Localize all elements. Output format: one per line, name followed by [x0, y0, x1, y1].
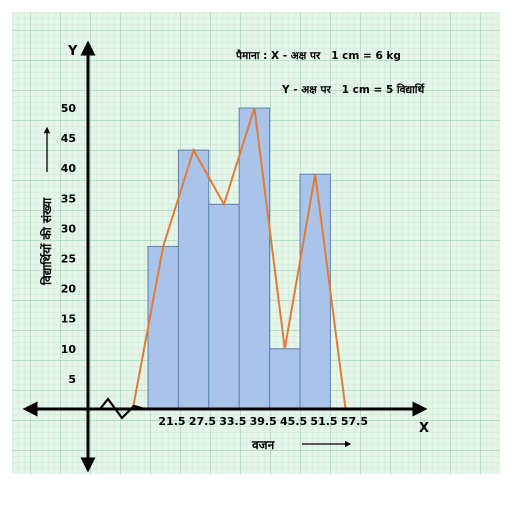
y-axis-title: विद्यार्थियों की संख्या [40, 197, 54, 286]
y-tick-label: 25 [61, 253, 76, 266]
x-tick-label: 51.5 [310, 415, 337, 428]
y-axis-letter: Y [67, 44, 78, 59]
x-tick-label: 33.5 [219, 415, 246, 428]
y-tick-label: 45 [61, 132, 76, 145]
axis-break-zigzag [99, 397, 146, 420]
x-tick-label: 45.5 [280, 415, 307, 428]
x-tick-label: 27.5 [189, 415, 216, 428]
y-tick-label: 30 [61, 222, 77, 235]
x-tick-label: 39.5 [250, 415, 277, 428]
x-tick-label: 21.5 [158, 415, 185, 428]
scale-note-line1: पैमाना : X - अक्ष पर 1 cm = 6 kg [235, 49, 401, 62]
histogram-bar-1 [147, 245, 179, 410]
histogram-bar-5 [269, 348, 301, 410]
histogram-bar-6 [299, 173, 331, 410]
histogram-bar-3 [208, 203, 240, 410]
y-tick-label: 20 [61, 283, 77, 296]
y-tick-label: 35 [61, 192, 76, 205]
scale-note-line2: Y - अक्ष पर 1 cm = 5 विद्यार्थि [281, 83, 426, 96]
y-tick-label: 15 [61, 313, 76, 326]
frequency-polygon-line [131, 107, 347, 410]
x-axis-letter: X [419, 421, 429, 436]
y-tick-label: 10 [61, 343, 77, 356]
y-tick-label: 40 [61, 162, 77, 175]
y-tick-labels: 5 10 15 20 25 30 35 40 45 50 [61, 102, 77, 386]
x-tick-label: 57.5 [341, 415, 368, 428]
x-axis-title: वजन [251, 438, 276, 452]
y-tick-label: 50 [61, 102, 77, 115]
histogram-bar-4 [238, 107, 271, 410]
y-tick-label: 5 [68, 373, 76, 386]
bars-group [147, 107, 331, 410]
x-tick-labels: 21.5 27.5 33.5 39.5 45.5 51.5 57.5 [158, 415, 368, 428]
histogram-bar-2 [177, 149, 210, 410]
